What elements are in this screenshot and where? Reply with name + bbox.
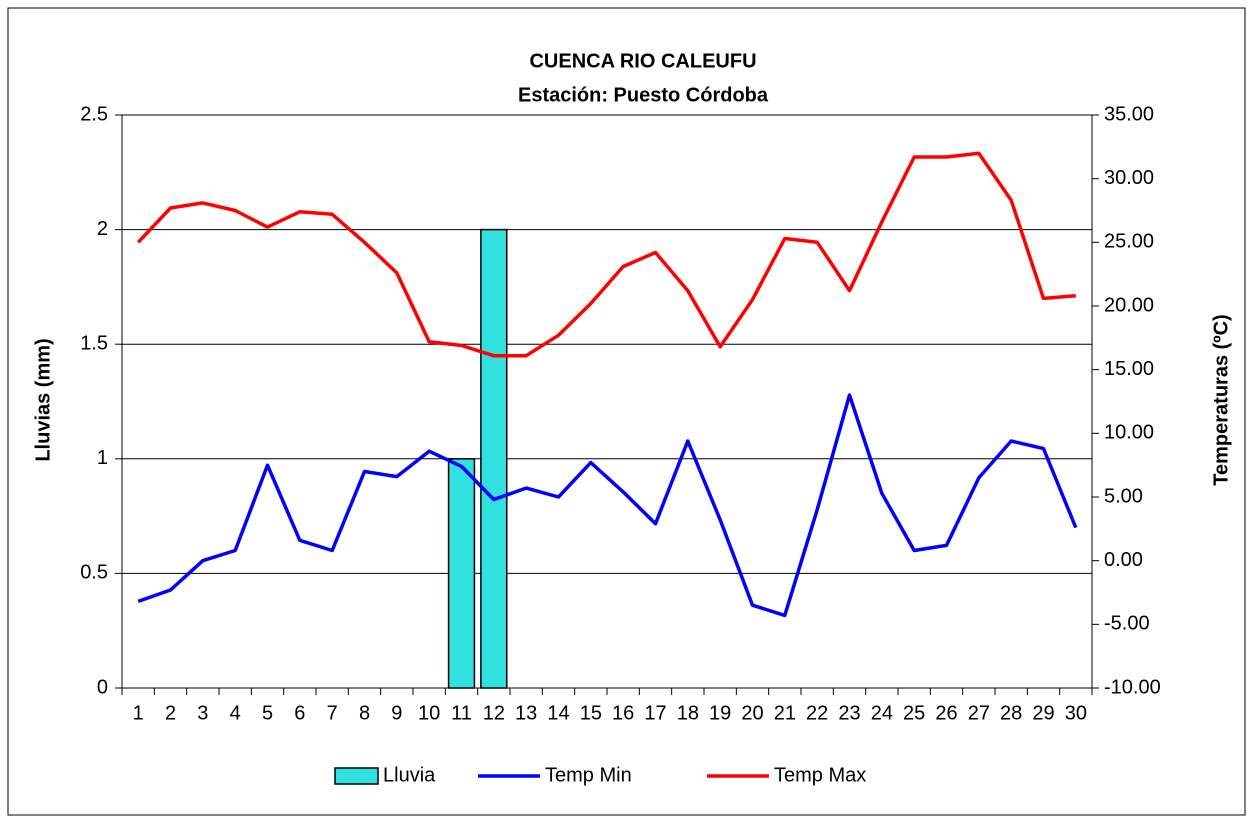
y2-tick-label: 15.00 (1104, 358, 1154, 380)
x-tick-label: 22 (806, 702, 828, 724)
x-tick-label: 4 (230, 702, 241, 724)
x-tick-label: 14 (547, 702, 569, 724)
x-tick-label: 30 (1065, 702, 1087, 724)
y-tick-label: 2 (97, 218, 108, 240)
x-tick-label: 5 (262, 702, 273, 724)
x-tick-label: 21 (774, 702, 796, 724)
y-tick-label: 2.5 (80, 103, 108, 125)
y2-tick-label: 30.00 (1104, 167, 1154, 189)
x-tick-label: 17 (644, 702, 666, 724)
legend-swatch (334, 767, 379, 785)
x-tick-label: 11 (451, 702, 472, 724)
x-tick-label: 20 (741, 702, 763, 724)
y-tick-label: 1 (97, 447, 108, 469)
x-tick-label: 10 (418, 702, 440, 724)
x-tick-label: 8 (359, 702, 370, 724)
legend-label: Lluvia (383, 764, 436, 786)
y-tick-label: 0.5 (80, 562, 108, 584)
x-tick-label: 29 (1032, 702, 1054, 724)
bar (447, 458, 476, 689)
x-tick-label: 23 (838, 702, 860, 724)
legend-label: Temp Min (545, 764, 632, 786)
x-tick-label: 16 (612, 702, 634, 724)
x-tick-label: 3 (197, 702, 208, 724)
y-axis-label: Lluvias (mm) (32, 338, 54, 461)
chart-frame (7, 7, 1246, 816)
y2-tick-label: 10.00 (1104, 422, 1154, 444)
y2-axis-label: Temperaturas (ºC) (1210, 314, 1232, 485)
y2-tick-label: -5.00 (1104, 613, 1150, 635)
x-tick-label: 24 (871, 702, 893, 724)
y-tick-label: 0 (97, 676, 108, 698)
x-tick-label: 26 (935, 702, 957, 724)
y2-tick-label: 25.00 (1104, 231, 1154, 253)
bar (480, 228, 508, 689)
x-tick-label: 18 (677, 702, 699, 724)
x-tick-label: 7 (327, 702, 338, 724)
y2-tick-label: -10.00 (1104, 676, 1161, 698)
x-tick-label: 12 (483, 702, 505, 724)
y2-tick-label: 0.00 (1104, 549, 1143, 571)
x-tick-label: 1 (133, 702, 144, 724)
y2-tick-label: 20.00 (1104, 294, 1154, 316)
x-tick-label: 6 (294, 702, 305, 724)
x-tick-label: 15 (580, 702, 602, 724)
y2-tick-label: 35.00 (1104, 103, 1154, 125)
x-tick-label: 27 (968, 702, 990, 724)
x-tick-label: 28 (1000, 702, 1022, 724)
y-tick-label: 1.5 (80, 332, 108, 354)
x-tick-label: 19 (709, 702, 731, 724)
chart-title: CUENCA RIO CALEUFU (529, 50, 756, 72)
chart-subtitle: Estación: Puesto Córdoba (518, 84, 769, 106)
x-tick-label: 13 (515, 702, 537, 724)
y2-tick-label: 5.00 (1104, 485, 1143, 507)
line (137, 393, 1078, 618)
x-tick-label: 25 (903, 702, 925, 724)
x-tick-label: 2 (165, 702, 176, 724)
x-tick-label: 9 (391, 702, 402, 724)
legend-label: Temp Max (774, 764, 866, 786)
line (136, 151, 1076, 358)
